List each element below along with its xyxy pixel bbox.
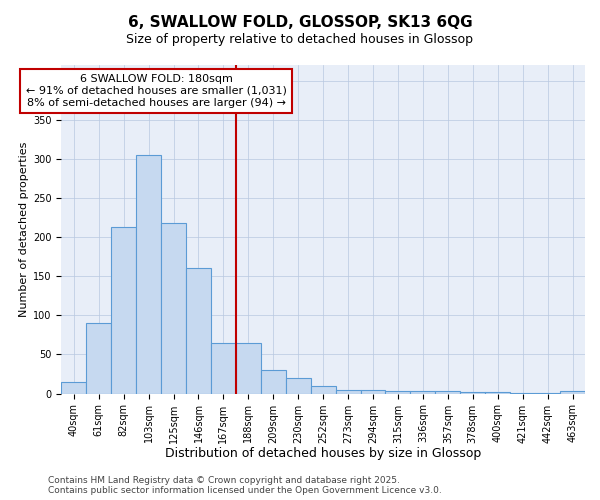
Bar: [211, 343, 236, 394]
Bar: [535, 393, 560, 394]
Bar: [560, 392, 585, 394]
Bar: [361, 390, 385, 394]
Bar: [111, 227, 136, 394]
Bar: [510, 393, 535, 394]
Bar: [311, 386, 335, 394]
Bar: [161, 223, 186, 394]
Bar: [485, 392, 510, 394]
Bar: [86, 323, 111, 394]
Bar: [460, 392, 485, 394]
X-axis label: Distribution of detached houses by size in Glossop: Distribution of detached houses by size …: [165, 447, 481, 460]
Bar: [61, 382, 86, 394]
Bar: [186, 268, 211, 394]
Text: Size of property relative to detached houses in Glossop: Size of property relative to detached ho…: [127, 32, 473, 46]
Bar: [385, 392, 410, 394]
Text: 6 SWALLOW FOLD: 180sqm
← 91% of detached houses are smaller (1,031)
8% of semi-d: 6 SWALLOW FOLD: 180sqm ← 91% of detached…: [26, 74, 286, 108]
Bar: [436, 392, 460, 394]
Bar: [410, 392, 436, 394]
Bar: [136, 155, 161, 394]
Text: Contains HM Land Registry data © Crown copyright and database right 2025.
Contai: Contains HM Land Registry data © Crown c…: [48, 476, 442, 495]
Y-axis label: Number of detached properties: Number of detached properties: [19, 142, 29, 317]
Bar: [286, 378, 311, 394]
Bar: [261, 370, 286, 394]
Bar: [335, 390, 361, 394]
Bar: [236, 343, 261, 394]
Text: 6, SWALLOW FOLD, GLOSSOP, SK13 6QG: 6, SWALLOW FOLD, GLOSSOP, SK13 6QG: [128, 15, 472, 30]
